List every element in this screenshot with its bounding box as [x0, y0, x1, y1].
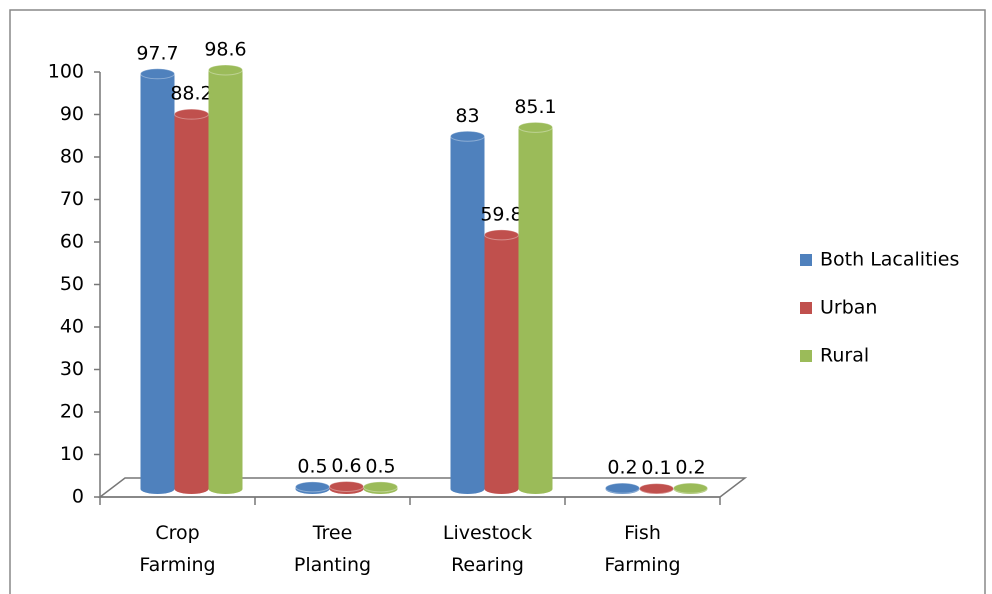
bar: [673, 482, 708, 494]
legend-swatch: [800, 350, 812, 362]
bar-top: [363, 481, 398, 493]
y-tick-label: 50: [60, 273, 84, 295]
data-label: 0.5: [365, 455, 395, 477]
bar-top: [295, 481, 330, 493]
x-tick-label: Crop Farming: [139, 522, 216, 576]
x-tick-label: Livestock Rearing: [442, 522, 533, 576]
y-tick-label: 100: [48, 61, 84, 83]
bar-top: [673, 482, 708, 494]
bar: [329, 480, 364, 494]
bar: [518, 121, 553, 494]
bar: [208, 64, 243, 494]
bar-top: [518, 121, 553, 133]
bar: [639, 483, 674, 495]
bar-body: [450, 136, 485, 494]
bar-body: [208, 69, 243, 494]
data-label: 0.1: [641, 457, 671, 479]
data-label: 98.6: [204, 38, 246, 60]
bar-top: [605, 482, 640, 494]
y-tick-label: 0: [72, 486, 84, 508]
legend-label: Rural: [820, 345, 869, 367]
bar: [605, 482, 640, 494]
bar-top: [174, 108, 209, 120]
bar-top: [329, 480, 364, 492]
bar-body: [518, 127, 553, 494]
bar-body: [484, 234, 519, 494]
y-tick-label: 90: [60, 103, 84, 125]
data-label: 0.2: [607, 457, 637, 479]
data-label: 88.2: [170, 83, 212, 105]
x-tick-label: Tree Planting: [293, 522, 372, 576]
bar: [140, 68, 175, 495]
bar-top: [639, 483, 674, 495]
legend-swatch: [800, 302, 812, 314]
data-label: 83: [455, 105, 479, 127]
legend-label: Both Lacalities: [820, 249, 959, 271]
bar-top: [140, 68, 175, 80]
data-label: 0.2: [675, 457, 705, 479]
chart-border: [9, 9, 986, 594]
data-label: 59.8: [480, 203, 522, 225]
y-tick-label: 60: [60, 231, 84, 253]
legend-swatch: [800, 254, 812, 266]
bar: [484, 229, 519, 494]
bar: [363, 481, 398, 494]
y-tick-label: 70: [60, 188, 84, 210]
data-label: 0.6: [331, 455, 361, 477]
bar-body: [140, 73, 175, 495]
bar: [174, 108, 209, 495]
legend-label: Urban: [820, 297, 877, 319]
data-label: 0.5: [297, 455, 327, 477]
bar: [450, 130, 485, 494]
y-tick-label: 20: [60, 401, 84, 423]
y-tick-label: 40: [60, 316, 84, 338]
data-label: 97.7: [136, 42, 178, 64]
bar-top: [450, 130, 485, 142]
data-label: 85.1: [514, 96, 556, 118]
bar-top: [208, 64, 243, 76]
bar-top: [484, 229, 519, 241]
bar-body: [174, 114, 209, 495]
bar: [295, 481, 330, 494]
x-tick-label: Fish Farming: [604, 522, 681, 576]
y-tick-label: 80: [60, 146, 84, 168]
y-tick-label: 30: [60, 358, 84, 380]
y-tick-label: 10: [60, 443, 84, 465]
